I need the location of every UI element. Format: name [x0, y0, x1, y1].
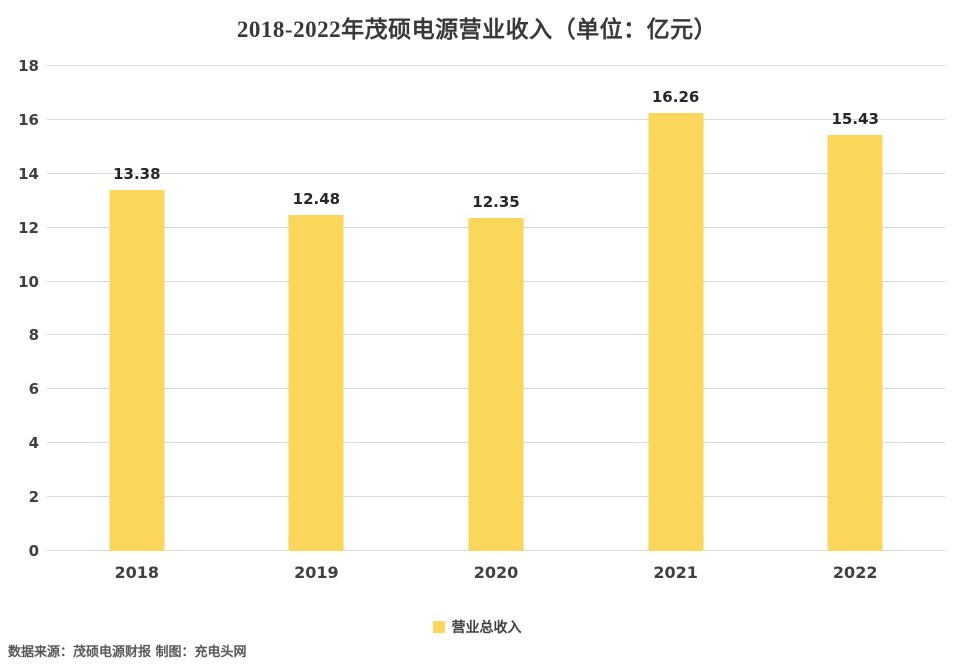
bar-value-label: 12.48: [292, 189, 341, 208]
gridline: [47, 172, 945, 174]
bar-chart-plot-area: 0 2 4 6 8 10 12 14 16 18 13.38 2018 12.48 2019 12.35 20…: [18, 57, 945, 582]
y-axis-tick-label: 10: [18, 272, 39, 291]
x-axis-tick-label: 2021: [653, 563, 698, 582]
gridline: [47, 118, 945, 120]
y-axis-tick-label: 6: [28, 380, 39, 399]
bar-2019: [288, 214, 344, 551]
y-axis-tick-label: 0: [28, 542, 39, 560]
y-axis-tick-label: 2: [28, 488, 39, 507]
bar-value-label: 16.26: [651, 87, 700, 106]
bar-2018: [109, 190, 165, 551]
gridline: [47, 65, 945, 66]
bar-value-label: 15.43: [831, 110, 879, 129]
bar-2020: [468, 218, 524, 551]
y-axis-tick-label: 12: [18, 218, 39, 237]
legend: 营业总收入: [0, 617, 954, 637]
legend-swatch: [432, 621, 445, 633]
chart-title: 2018-2022年茂硕电源营业收入（单位：亿元）: [236, 17, 718, 42]
y-axis-tick-label: 18: [18, 57, 39, 75]
legend-label: 营业总收入: [451, 620, 522, 636]
data-source-note: 数据来源：茂硕电源财报 制图：充电头网: [8, 645, 247, 660]
y-axis-tick-label: 4: [28, 434, 39, 453]
x-axis-tick-label: 2022: [832, 563, 878, 582]
y-axis-tick-label: 8: [28, 326, 39, 345]
bar-value-label: 12.35: [472, 193, 520, 212]
bar-2022: [827, 135, 883, 551]
y-axis-tick-label: 14: [18, 164, 39, 183]
y-axis-tick-label: 16: [18, 110, 39, 129]
bar-value-label: 13.38: [113, 165, 161, 184]
bar-2021: [648, 112, 704, 551]
x-axis-tick-label: 2018: [114, 563, 160, 582]
x-axis-tick-label: 2019: [294, 563, 339, 582]
x-axis-tick-label: 2020: [473, 563, 519, 582]
